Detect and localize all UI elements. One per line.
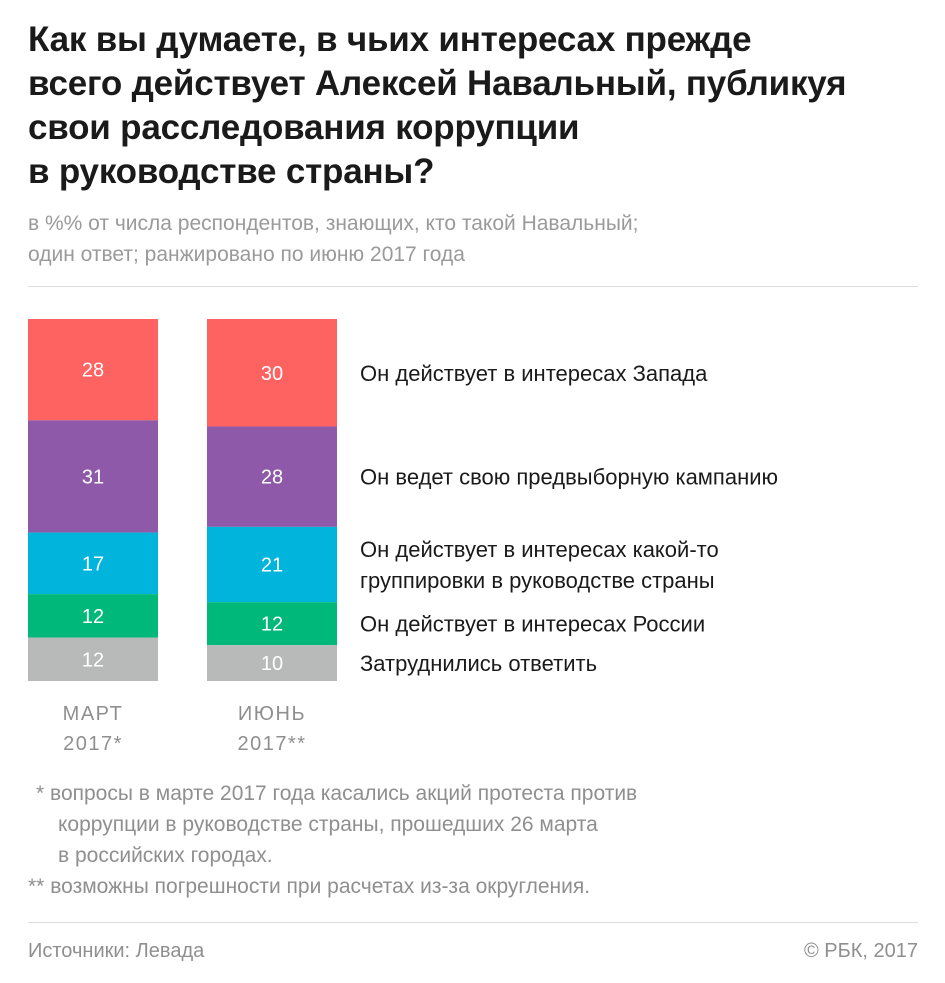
footnote-marker: **	[28, 875, 45, 898]
data-label: 30	[261, 363, 283, 385]
bar-segment	[28, 420, 158, 533]
data-label: 21	[261, 555, 283, 577]
copyright-label: © РБК, 2017	[803, 940, 918, 962]
top-divider	[28, 286, 918, 287]
bar-segment	[207, 526, 337, 603]
legend-label: Он действует в интересах Запада	[360, 361, 708, 386]
data-label: 17	[82, 553, 104, 575]
data-label: 12	[82, 606, 104, 628]
data-label: 28	[261, 467, 283, 489]
footnote-text: в российских городах.	[58, 844, 273, 867]
bar-segment	[207, 426, 337, 527]
footnote-text: возможны погрешности при расчетах из-за …	[50, 875, 591, 898]
title-line: свои расследования коррупции	[28, 108, 580, 147]
data-label: 28	[82, 360, 104, 382]
title-line: Как вы думаете, в чьих интересах прежде	[28, 20, 752, 59]
bar-segment	[28, 319, 158, 421]
chart-title: Как вы думаете, в чьих интересах прежде …	[28, 18, 928, 194]
category-label: 2017*	[63, 733, 123, 755]
bar-segment	[28, 637, 158, 681]
footnote-text: коррупции в руководстве страны, прошедши…	[58, 813, 598, 836]
bar-segment	[28, 532, 158, 595]
legend-label: Он действует в интересах какой-то	[360, 537, 719, 562]
legend-label: группировки в руководстве страны	[360, 568, 715, 593]
title-line: всего действует Алексей Навальный, публи…	[28, 64, 847, 103]
subtitle-line: один ответ; ранжировано по июню 2017 год…	[28, 243, 465, 266]
source-label: Источники: Левада	[28, 940, 205, 962]
data-label: 31	[82, 466, 104, 488]
chart-subtitle: в %% от числа респондентов, знающих, кто…	[28, 208, 908, 270]
data-label: 12	[261, 614, 283, 636]
footnote-1: * вопросы в марте 2017 года касались акц…	[36, 778, 916, 871]
bar-segment	[207, 319, 337, 427]
category-label: 2017**	[237, 733, 306, 755]
legend-label: Затруднились ответить	[360, 651, 597, 676]
category-label: МАРТ	[63, 703, 124, 725]
subtitle-line: в %% от числа респондентов, знающих, кто…	[28, 212, 639, 235]
legend-label: Он действует в интересах России	[360, 612, 705, 637]
category-label: ИЮНЬ	[238, 703, 306, 725]
data-label: 10	[261, 653, 283, 675]
legend-label: Он ведет свою предвыборную кампанию	[360, 465, 778, 490]
footnote-marker: *	[36, 782, 45, 805]
title-line: в руководстве страны?	[28, 152, 435, 191]
bar-segment	[28, 594, 158, 638]
footnotes: * вопросы в марте 2017 года касались акц…	[28, 778, 916, 902]
bar-segment	[207, 645, 337, 681]
footnote-text: вопросы в марте 2017 года касались акций…	[50, 782, 638, 805]
footnote-2: ** возможны погрешности при расчетах из-…	[28, 871, 916, 902]
bar-segment	[207, 602, 337, 646]
data-label: 12	[82, 649, 104, 671]
bottom-divider	[28, 922, 918, 923]
